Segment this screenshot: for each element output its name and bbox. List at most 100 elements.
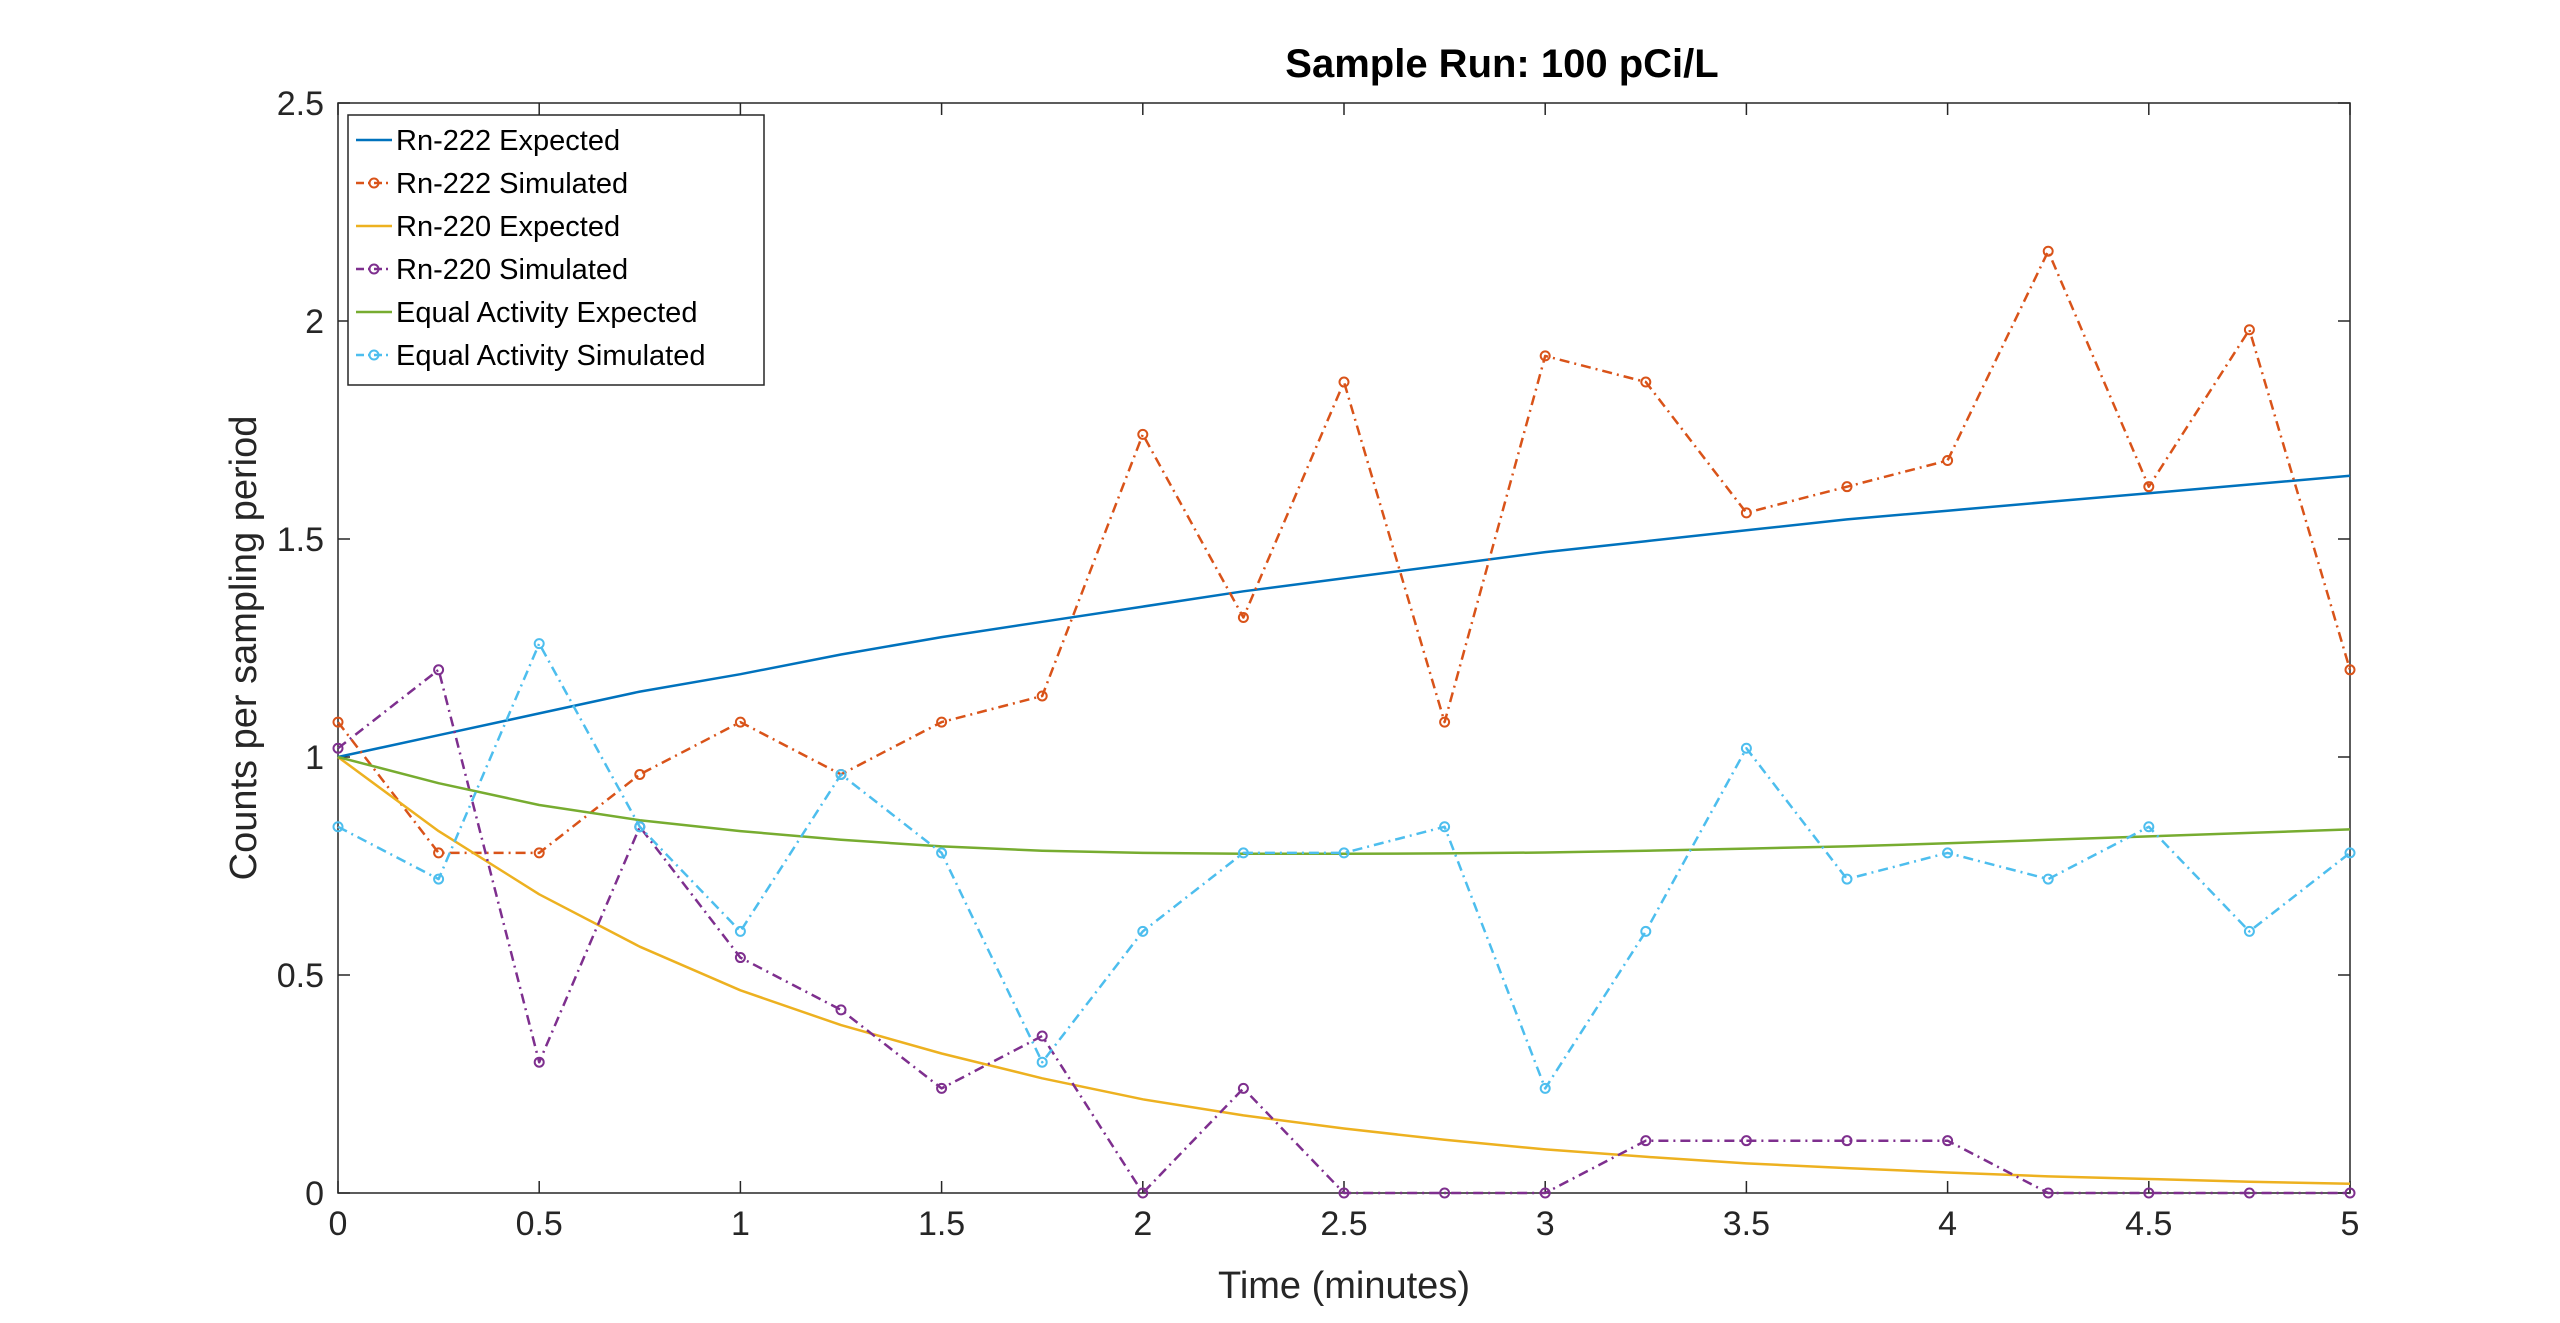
y-axis-label: Counts per sampling period [223,416,265,881]
data-point [1640,376,1652,388]
data-point [533,847,545,859]
series-rn-222-simulated [332,245,2356,859]
data-point [2243,324,2255,336]
data-point [1942,847,1954,859]
series-equal-activity-simulated [332,638,2356,1094]
data-point [1036,690,1048,702]
data-point [1740,1135,1752,1147]
data-point [2042,245,2054,257]
data-point [433,847,445,859]
y-tick-label: 1.5 [277,521,324,559]
data-point [634,821,646,833]
y-tick-label: 2.5 [277,85,324,123]
series-line [337,642,2351,1090]
y-tick-label: 0 [305,1175,324,1213]
data-point [332,742,344,754]
legend-label: Rn-220 Simulated [396,254,628,286]
x-axis-label: Time (minutes) [1218,1265,1470,1307]
data-point [1237,1082,1249,1094]
data-point [2143,1187,2155,1199]
data-point [1137,428,1149,440]
data-point [2042,1187,2054,1199]
legend-marker [368,349,380,361]
legend-item: Equal Activity Simulated [356,340,705,372]
x-tick-label: 4.5 [2125,1205,2172,1243]
data-point [2243,1187,2255,1199]
data-point [1338,376,1350,388]
data-point [936,847,948,859]
legend-item: Equal Activity Expected [356,297,697,329]
data-point [1942,455,1954,467]
series-line [337,755,2351,856]
data-point [734,952,746,964]
data-point [1439,716,1451,728]
data-point [835,768,847,780]
x-tick-label: 0 [329,1205,348,1243]
data-point [936,1082,948,1094]
legend-item: Rn-220 Simulated [356,254,628,286]
x-tick-label: 3 [1536,1205,1555,1243]
data-point [1036,1030,1048,1042]
legend-item: Rn-222 Simulated [356,168,628,200]
data-point [533,638,545,650]
data-point [433,664,445,676]
data-point [1338,1187,1350,1199]
series-line [337,249,2352,855]
legend-label: Equal Activity Simulated [396,340,705,372]
data-point [2344,1187,2356,1199]
data-point [2344,847,2356,859]
data-point [1539,1187,1551,1199]
data-point [734,925,746,937]
x-tick-label: 3.5 [1723,1205,1770,1243]
data-point [1439,1187,1451,1199]
data-point [332,821,344,833]
data-point [2143,821,2155,833]
data-point [634,768,646,780]
legend-marker [368,263,380,275]
data-point [1539,350,1551,362]
y-tick-label: 2 [305,303,324,341]
data-point [1137,925,1149,937]
legend: Rn-222 Expected Rn-222 Simulated Rn-220 Ex… [347,114,765,386]
series-line [337,474,2351,759]
data-point [835,1004,847,1016]
series-equal-activity-expected [337,755,2351,856]
y-tick-label: 1 [305,739,324,777]
data-point [1640,1135,1652,1147]
data-point [734,716,746,728]
x-tick-label: 0.5 [516,1205,563,1243]
data-point [1740,507,1752,519]
data-point [2042,873,2054,885]
data-point [1439,821,1451,833]
data-point [1237,847,1249,859]
data-point [533,1056,545,1068]
legend-label: Equal Activity Expected [396,297,697,329]
legend-item: Rn-220 Expected [356,211,620,243]
axis-ticks: 0 0.5 1 1.5 2 2.5 3 3.5 4 4.5 5 0 0.5 1 1.5 2 2.5 [277,85,2360,1243]
data-point [1237,611,1249,623]
x-tick-label: 2.5 [1320,1205,1367,1243]
data-point [1841,873,1853,885]
chart-title: Sample Run: 100 pCi/L [1285,42,1718,86]
data-point [1640,925,1652,937]
legend-label: Rn-220 Expected [396,211,620,243]
series-rn-222-expected [337,474,2351,759]
x-tick-label: 4 [1938,1205,1957,1243]
data-point [433,873,445,885]
legend-box [347,114,765,386]
y-tick-label: 0.5 [277,957,324,995]
data-point [1137,1187,1149,1199]
data-point [1036,1056,1048,1068]
x-tick-label: 1 [731,1205,750,1243]
data-point [1338,847,1350,859]
x-tick-label: 5 [2341,1205,2360,1243]
series-line [337,755,2351,1186]
legend-item: Rn-222 Expected [356,125,620,157]
data-point [1740,742,1752,754]
data-point [332,716,344,728]
data-point [1841,1135,1853,1147]
series-rn-220-expected [337,755,2351,1186]
data-point [1841,481,1853,493]
legend-label: Rn-222 Expected [396,125,620,157]
